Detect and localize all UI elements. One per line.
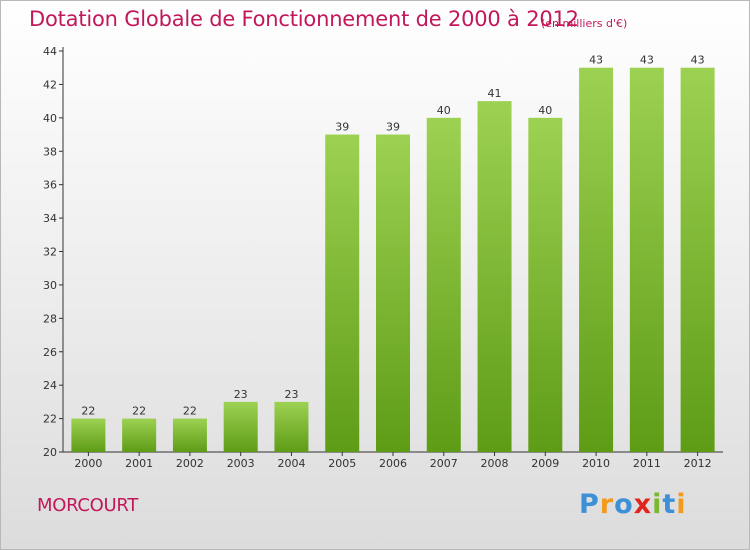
bar bbox=[274, 401, 309, 452]
bar bbox=[477, 101, 512, 452]
x-tick-label: 2003 bbox=[227, 457, 255, 470]
y-tick-label: 40 bbox=[43, 112, 57, 125]
chart-subtitle: (en milliers d'€) bbox=[541, 17, 628, 30]
bar-value-label: 39 bbox=[386, 121, 400, 134]
bar-value-label: 43 bbox=[640, 54, 654, 67]
bar bbox=[325, 134, 360, 452]
bar bbox=[579, 67, 614, 452]
x-tick-label: 2005 bbox=[328, 457, 356, 470]
logo-letter: i bbox=[652, 489, 663, 520]
y-tick-label: 26 bbox=[43, 346, 57, 359]
bar-value-label: 23 bbox=[234, 388, 248, 401]
bar-value-label: 40 bbox=[437, 104, 451, 117]
y-tick-label: 38 bbox=[43, 145, 57, 158]
bar-value-label: 22 bbox=[132, 405, 146, 418]
bar bbox=[680, 67, 715, 452]
x-tick-label: 2007 bbox=[430, 457, 458, 470]
y-tick-label: 34 bbox=[43, 212, 57, 225]
logo-letter: P bbox=[579, 489, 600, 520]
logo-letter: t bbox=[662, 489, 677, 520]
bar-value-label: 39 bbox=[335, 121, 349, 134]
y-tick-label: 28 bbox=[43, 312, 57, 325]
bar bbox=[629, 67, 664, 452]
bar-value-label: 41 bbox=[488, 87, 502, 100]
y-tick-label: 22 bbox=[43, 413, 57, 426]
commune-name: MORCOURT bbox=[37, 495, 139, 516]
logo-letter: i bbox=[676, 489, 687, 520]
y-tick-label: 42 bbox=[43, 78, 57, 91]
x-tick-label: 2001 bbox=[125, 457, 153, 470]
bar-value-label: 43 bbox=[691, 54, 705, 67]
bar bbox=[376, 134, 410, 452]
x-tick-label: 2012 bbox=[684, 457, 712, 470]
bar bbox=[71, 418, 106, 452]
y-tick-label: 20 bbox=[43, 446, 57, 459]
bar-value-label: 43 bbox=[589, 54, 603, 67]
y-tick-label: 44 bbox=[43, 45, 57, 58]
y-tick-label: 32 bbox=[43, 246, 57, 259]
bar-value-label: 22 bbox=[81, 405, 95, 418]
bar bbox=[122, 418, 157, 452]
x-tick-label: 2009 bbox=[531, 457, 559, 470]
bar-value-label: 40 bbox=[538, 104, 552, 117]
y-tick-label: 36 bbox=[43, 179, 57, 192]
x-tick-label: 2010 bbox=[582, 457, 610, 470]
y-tick-label: 24 bbox=[43, 379, 57, 392]
bar bbox=[223, 401, 258, 452]
bar-value-label: 23 bbox=[284, 388, 298, 401]
logo-letter: o bbox=[614, 489, 634, 520]
x-tick-label: 2011 bbox=[633, 457, 661, 470]
bar bbox=[528, 117, 563, 452]
logo-letter: x bbox=[633, 489, 653, 520]
bar-value-label: 22 bbox=[183, 405, 197, 418]
y-tick-label: 30 bbox=[43, 279, 57, 292]
x-tick-label: 2000 bbox=[74, 457, 102, 470]
bar bbox=[426, 117, 461, 452]
bar bbox=[172, 418, 207, 452]
x-tick-label: 2008 bbox=[481, 457, 509, 470]
x-tick-label: 2002 bbox=[176, 457, 204, 470]
x-tick-label: 2006 bbox=[379, 457, 407, 470]
x-tick-label: 2004 bbox=[277, 457, 305, 470]
logo-letter: r bbox=[599, 489, 615, 520]
chart-title: Dotation Globale de Fonctionnement de 20… bbox=[29, 7, 579, 31]
proxiti-logo: Proxiti bbox=[579, 489, 687, 520]
